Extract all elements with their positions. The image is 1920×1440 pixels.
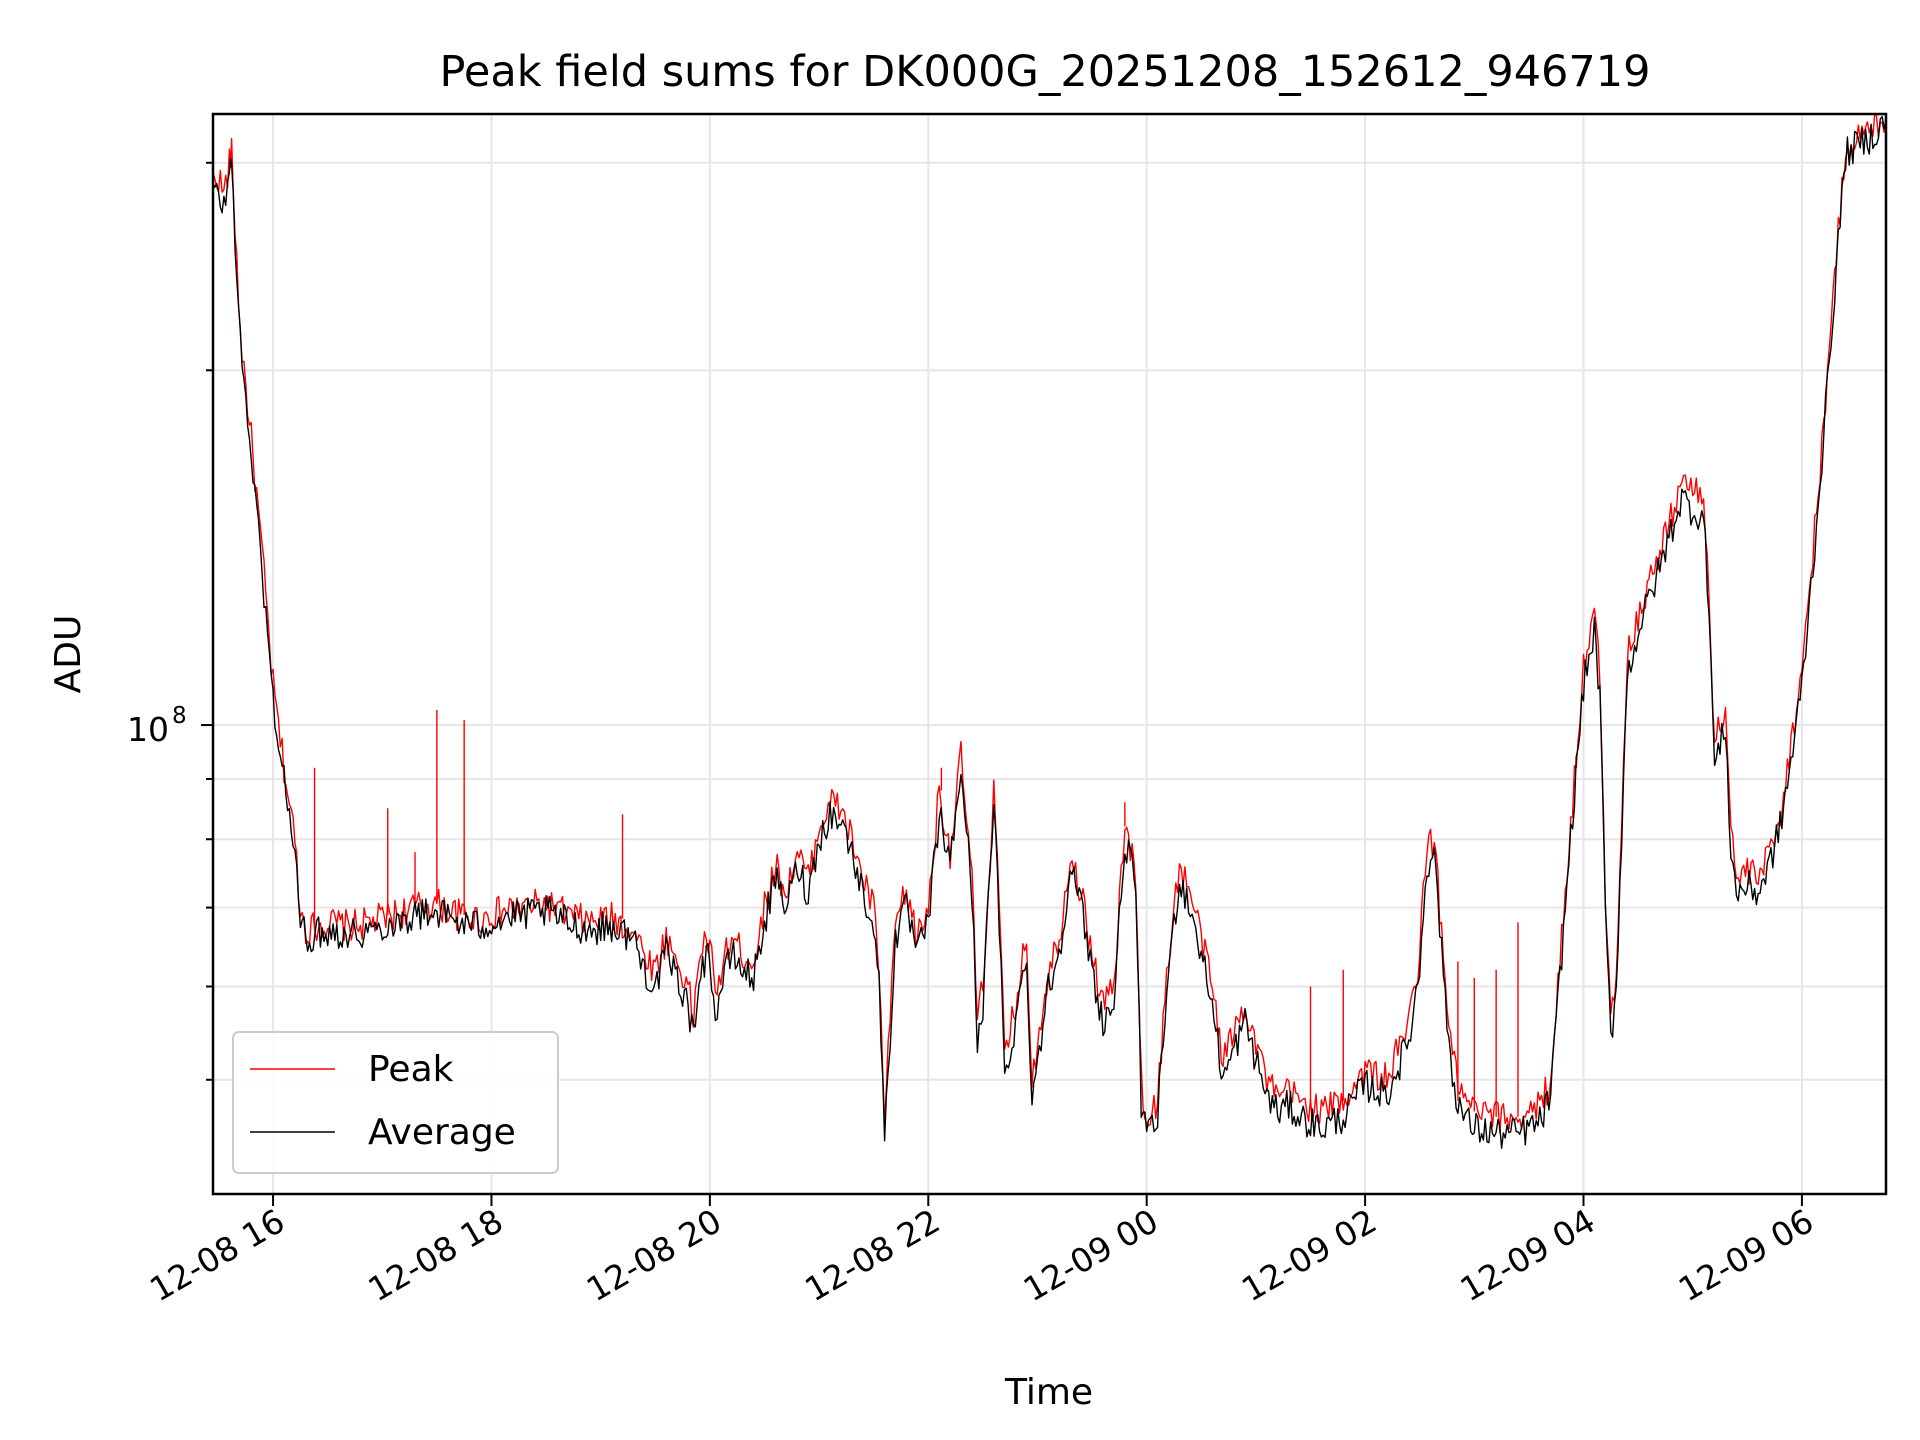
- y-tick-exponent: 8: [172, 703, 187, 729]
- grid-lines: [213, 114, 1886, 1194]
- x-tick-label: 12-09 02: [1235, 1201, 1383, 1309]
- legend: Peak Average: [232, 1031, 559, 1174]
- x-tick-label: 12-09 04: [1454, 1201, 1602, 1309]
- x-tick-label: 12-08 18: [361, 1201, 509, 1309]
- x-tick-label: 12-09 06: [1672, 1201, 1820, 1309]
- legend-peak-label: Peak: [368, 1049, 454, 1090]
- x-tick-label: 12-08 22: [798, 1201, 946, 1309]
- y-tick-label: 10: [127, 710, 169, 749]
- series-line-average: [212, 115, 1887, 1149]
- x-tick-label: 12-08 20: [580, 1201, 728, 1309]
- x-tick-label: 12-08 16: [143, 1201, 291, 1309]
- chart-title: Peak field sums for DK000G_20251208_1526…: [440, 47, 1651, 97]
- x-tick-label: 12-09 00: [1017, 1201, 1165, 1309]
- legend-average-label: Average: [368, 1112, 516, 1153]
- x-axis-label: Time: [1004, 1372, 1093, 1413]
- legend-box: [232, 1031, 559, 1174]
- y-axis-label: ADU: [48, 615, 89, 694]
- plot-series: [212, 113, 1887, 1149]
- plot-frame: [211, 112, 1888, 1196]
